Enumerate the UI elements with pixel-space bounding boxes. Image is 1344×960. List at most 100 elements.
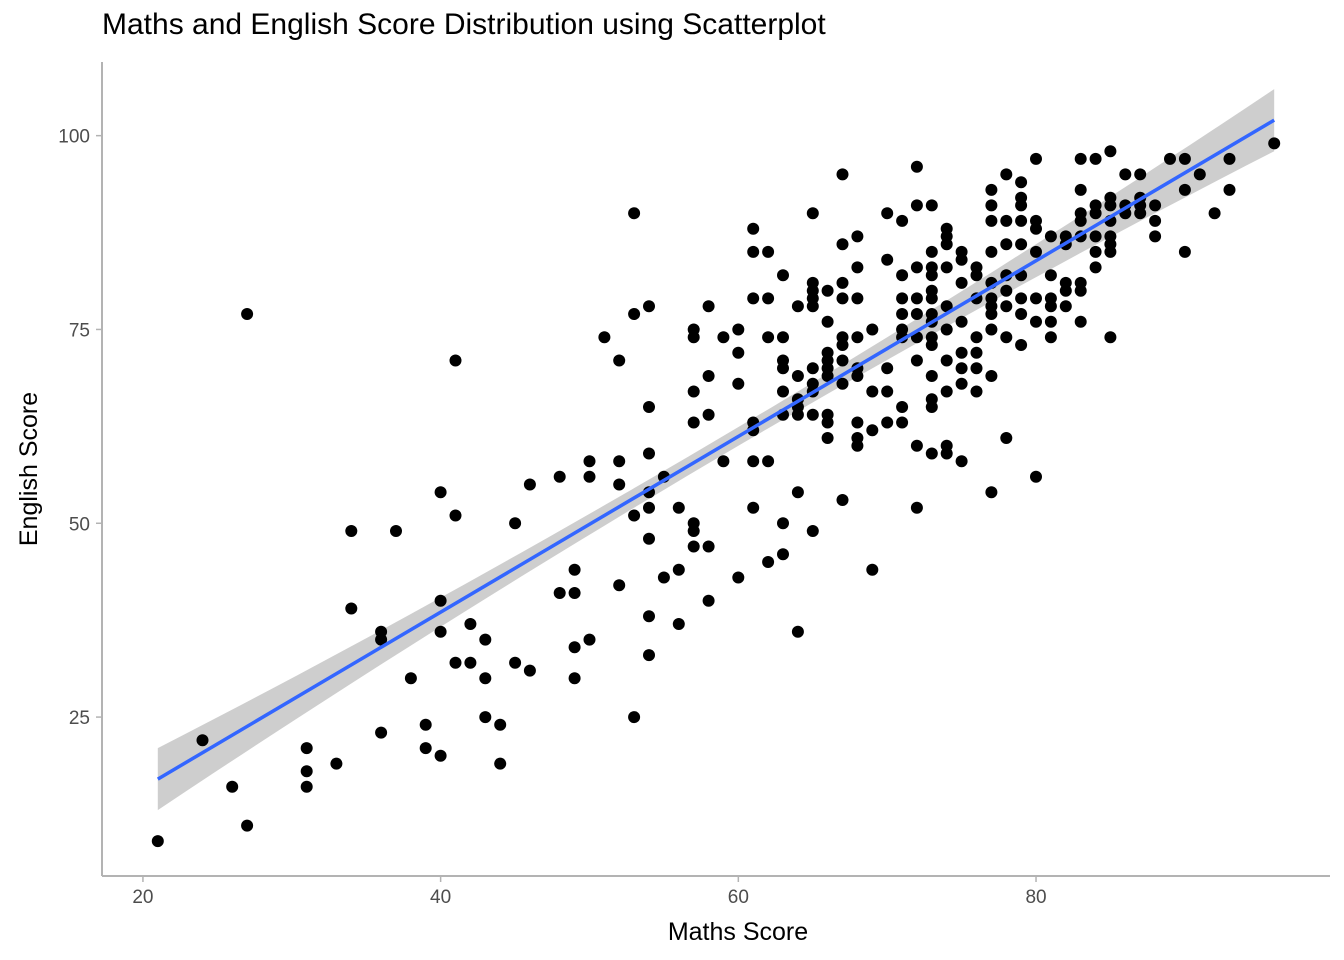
data-point bbox=[375, 726, 388, 739]
data-point bbox=[241, 308, 254, 320]
data-point bbox=[523, 664, 536, 677]
data-point bbox=[762, 556, 775, 568]
trend-line bbox=[156, 118, 1276, 781]
data-point bbox=[806, 408, 819, 421]
data-point bbox=[985, 308, 998, 320]
data-point bbox=[717, 455, 730, 468]
data-point bbox=[970, 346, 983, 359]
data-point bbox=[896, 214, 909, 227]
data-point bbox=[851, 292, 864, 305]
data-point bbox=[1030, 152, 1042, 165]
data-point bbox=[1074, 214, 1087, 227]
data-point bbox=[643, 532, 655, 545]
data-point bbox=[1089, 261, 1102, 274]
data-point bbox=[1134, 168, 1147, 181]
data-point bbox=[449, 509, 462, 522]
data-point bbox=[1044, 300, 1057, 313]
data-point bbox=[717, 331, 730, 344]
data-point bbox=[836, 292, 849, 305]
data-point bbox=[777, 331, 789, 344]
x-tick-label: 60 bbox=[728, 887, 749, 908]
data-point bbox=[702, 408, 715, 421]
data-point bbox=[925, 447, 938, 460]
data-point bbox=[985, 199, 998, 212]
data-point bbox=[896, 308, 909, 320]
data-point bbox=[821, 432, 834, 444]
data-point bbox=[1030, 245, 1042, 258]
data-point bbox=[747, 292, 760, 305]
data-point bbox=[300, 780, 313, 793]
data-point bbox=[345, 602, 358, 615]
data-point bbox=[747, 245, 760, 258]
data-point bbox=[1000, 214, 1013, 227]
data-point bbox=[687, 416, 700, 429]
data-point bbox=[390, 525, 402, 537]
data-point bbox=[1268, 137, 1281, 150]
data-point bbox=[628, 207, 641, 220]
data-point bbox=[1149, 214, 1162, 227]
data-point bbox=[910, 354, 923, 367]
data-point bbox=[925, 269, 938, 282]
data-point bbox=[419, 742, 432, 755]
data-point bbox=[955, 362, 968, 375]
data-point bbox=[300, 742, 313, 755]
data-point bbox=[553, 470, 566, 483]
data-point bbox=[1015, 176, 1028, 189]
data-point bbox=[1000, 168, 1013, 181]
data-point bbox=[464, 656, 477, 669]
data-point bbox=[568, 672, 581, 685]
data-point bbox=[494, 757, 507, 770]
data-point bbox=[970, 385, 983, 398]
data-point bbox=[791, 408, 804, 421]
data-point bbox=[806, 207, 819, 220]
data-point bbox=[896, 416, 909, 429]
data-point bbox=[955, 276, 968, 289]
data-point bbox=[732, 377, 745, 390]
data-point bbox=[434, 625, 447, 638]
data-point bbox=[1089, 230, 1102, 243]
data-point bbox=[151, 835, 164, 848]
data-point bbox=[568, 563, 581, 576]
y-tick-label: 25 bbox=[69, 708, 90, 729]
data-point bbox=[791, 625, 804, 638]
data-point bbox=[747, 222, 760, 235]
data-point bbox=[910, 199, 923, 212]
data-point bbox=[821, 370, 834, 382]
data-point bbox=[881, 253, 894, 266]
data-point bbox=[836, 276, 849, 289]
chart-title: Maths and English Score Distribution usi… bbox=[102, 8, 826, 41]
data-point bbox=[1059, 284, 1072, 297]
data-point bbox=[925, 339, 938, 351]
data-point bbox=[449, 354, 462, 367]
data-point bbox=[1223, 152, 1236, 165]
data-point bbox=[940, 261, 953, 274]
data-point bbox=[643, 649, 655, 662]
data-point bbox=[583, 470, 596, 483]
data-point bbox=[643, 401, 655, 413]
data-point bbox=[643, 610, 655, 623]
x-tick-label: 80 bbox=[1025, 887, 1046, 908]
data-point bbox=[896, 269, 909, 282]
data-point bbox=[1015, 199, 1028, 212]
data-point bbox=[881, 385, 894, 398]
data-point bbox=[613, 579, 626, 592]
data-point bbox=[940, 447, 953, 460]
data-point bbox=[806, 525, 819, 537]
data-point bbox=[1104, 199, 1117, 212]
data-point bbox=[643, 300, 655, 313]
data-point bbox=[1000, 300, 1013, 313]
data-point bbox=[1015, 308, 1028, 320]
data-point bbox=[777, 269, 789, 282]
data-point bbox=[955, 315, 968, 328]
data-point bbox=[762, 292, 775, 305]
data-point bbox=[910, 261, 923, 274]
data-point bbox=[970, 331, 983, 344]
data-point bbox=[732, 571, 745, 584]
data-point bbox=[1089, 207, 1102, 220]
data-point bbox=[985, 323, 998, 336]
data-point bbox=[940, 238, 953, 251]
data-point bbox=[836, 354, 849, 367]
data-point bbox=[241, 819, 254, 832]
data-point bbox=[643, 501, 655, 514]
